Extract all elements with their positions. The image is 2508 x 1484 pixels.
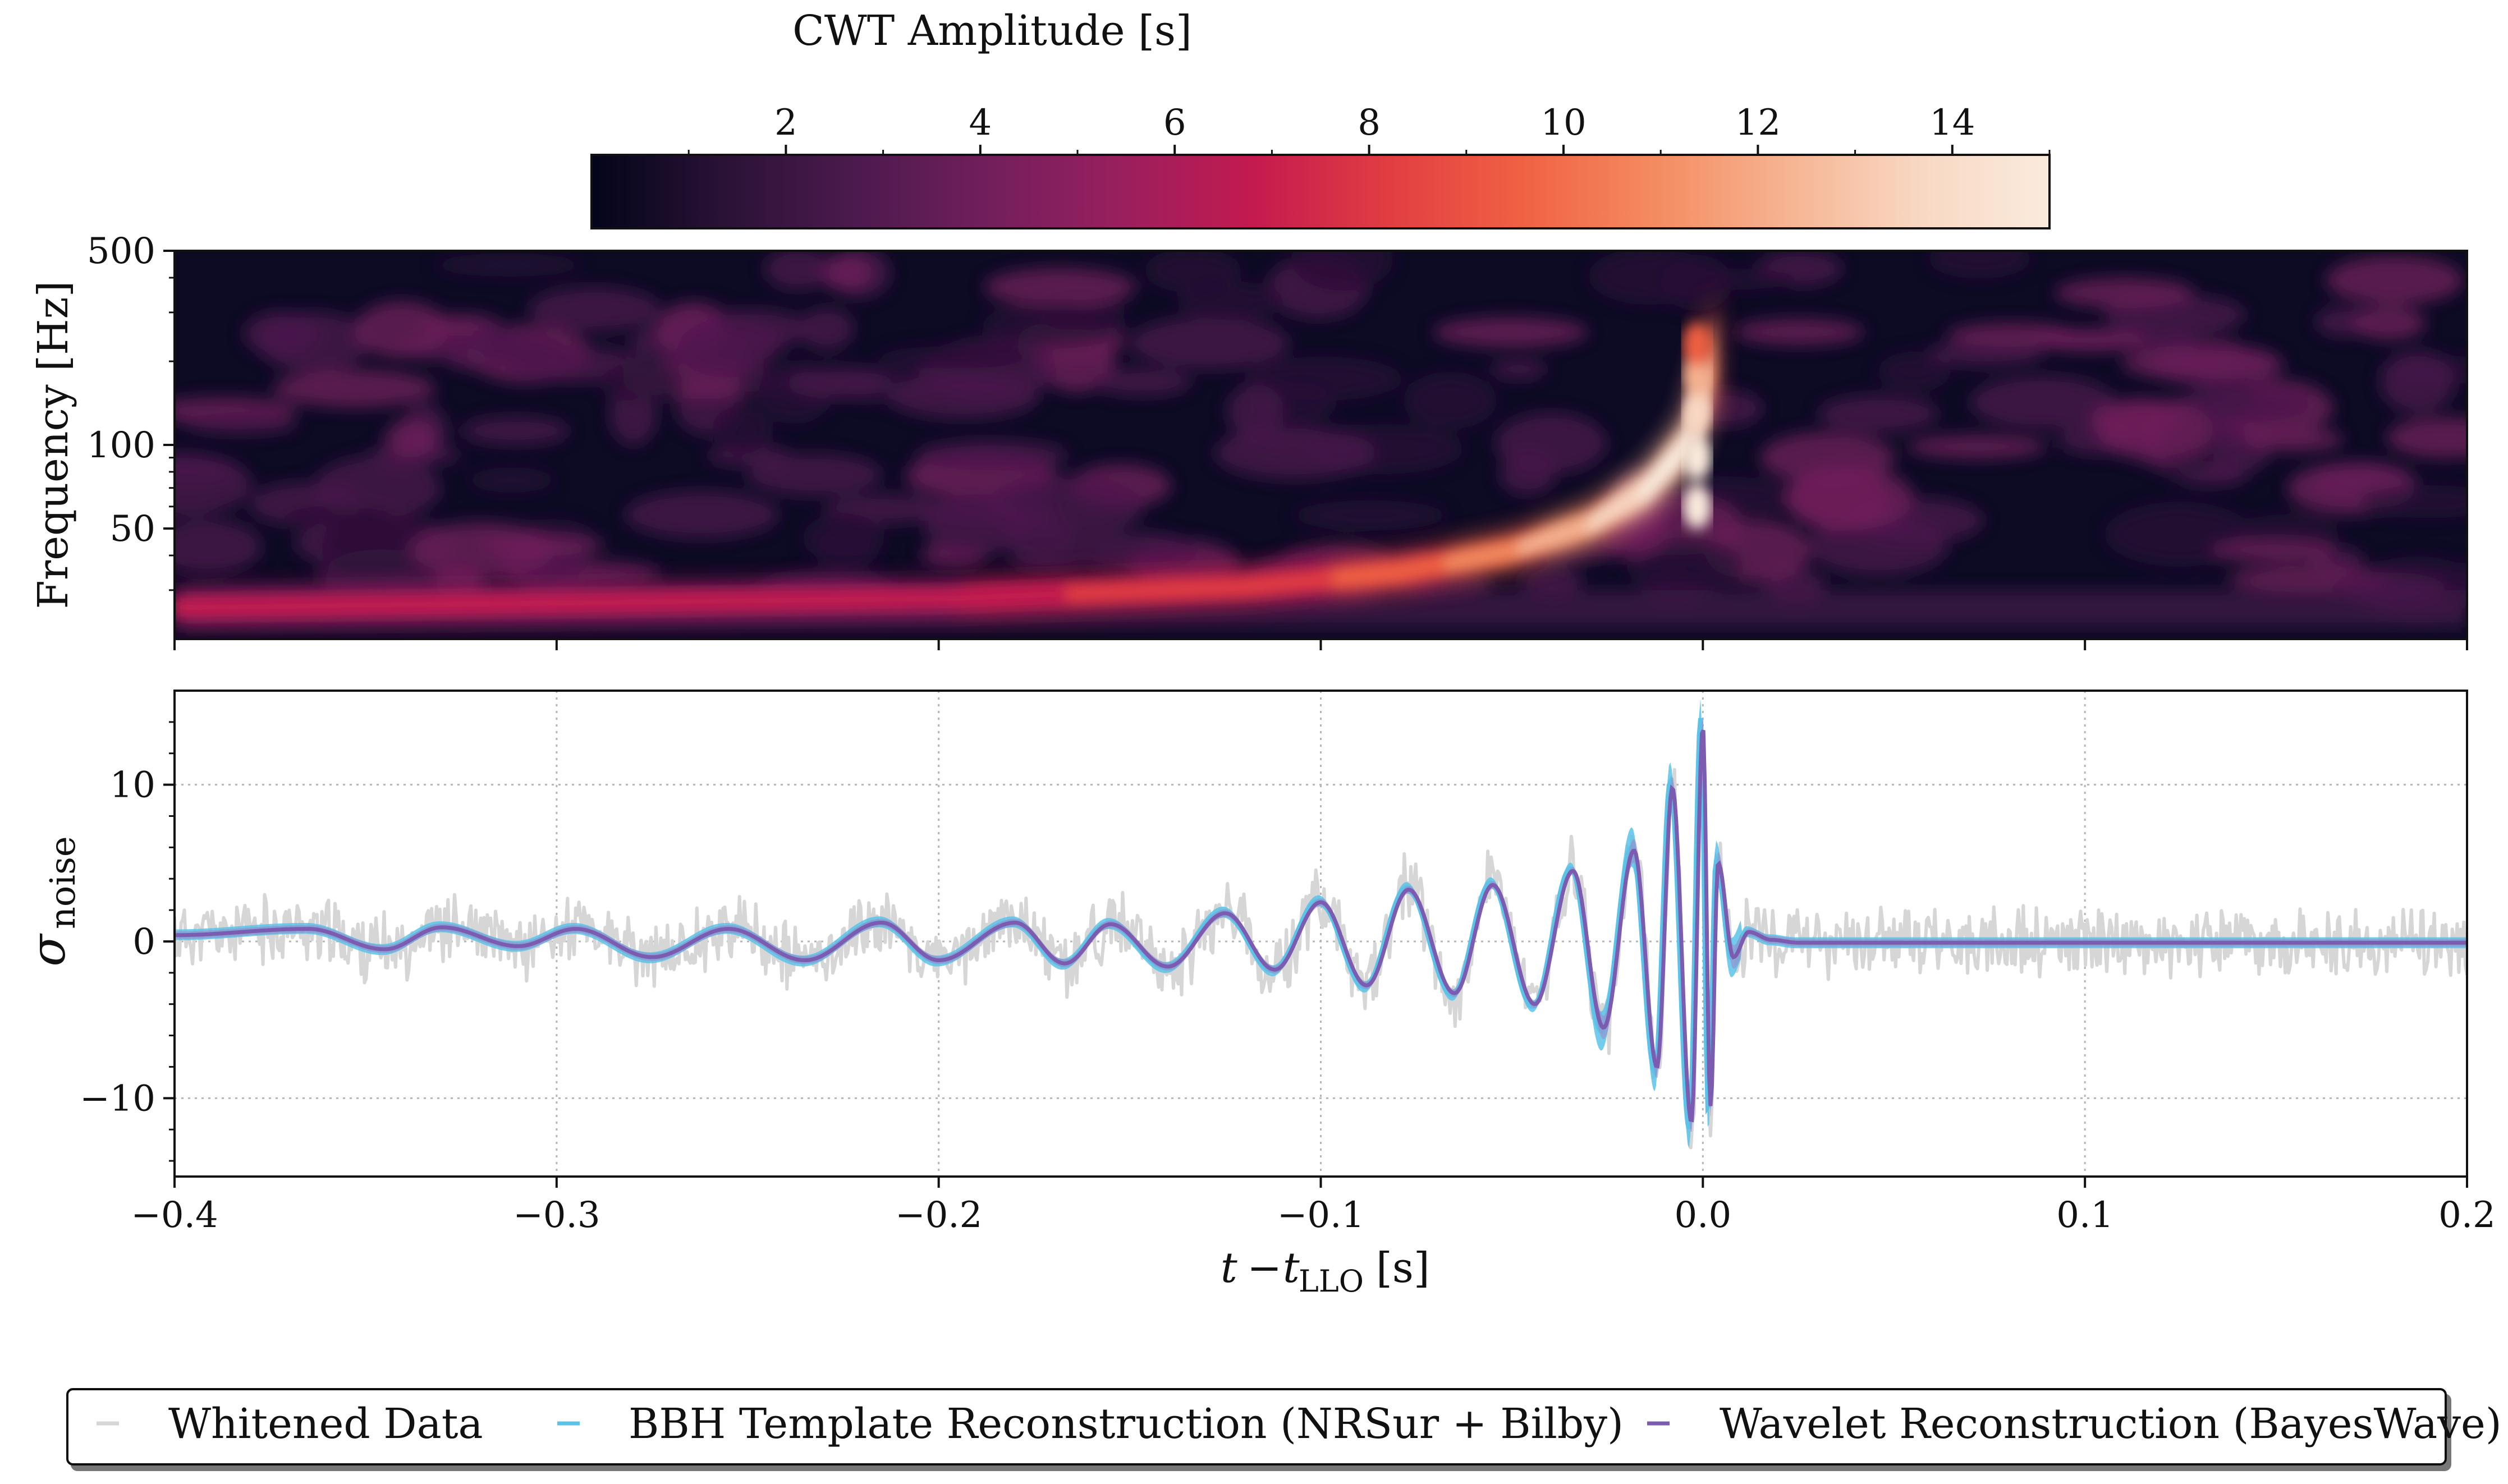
colorbar-tick-label: 8 — [1358, 102, 1381, 144]
legend-item-bbh-template: BBH Template Reconstruction (NRSur + Bil… — [557, 1400, 1624, 1448]
spectrogram-y-ticks: 50 100 500 — [87, 231, 175, 591]
spectrogram-y-tick-label: 100 — [87, 425, 155, 466]
svg-text:[s]: [s] — [1376, 1244, 1430, 1292]
timeseries-y-tick-label: 10 — [110, 765, 155, 806]
svg-text:LLO: LLO — [1299, 1264, 1364, 1299]
timeseries-panel: −10 0 10 −0.4 −0.3 −0.2 −0.1 0.0 0.1 0.2 σ noise… — [21, 690, 2496, 1299]
svg-text:noise: noise — [42, 836, 83, 929]
svg-text:t: t — [1221, 1244, 1237, 1292]
series-bayeswave — [175, 729, 2467, 1123]
colorbar-tick-label: 2 — [774, 102, 797, 144]
legend-item-bayeswave: Wavelet Reconstruction (BayesWave) — [1647, 1400, 2502, 1448]
svg-text:−: − — [1247, 1244, 1282, 1292]
colorbar-tick-label: 10 — [1540, 102, 1586, 144]
colorbar-label: CWT Amplitude [s] — [792, 7, 1192, 55]
timeseries-x-tick-label: −0.3 — [513, 1194, 600, 1236]
timeseries-x-tick-label: 0.2 — [2438, 1194, 2496, 1236]
colorbar-tick-label: 14 — [1929, 102, 1975, 144]
spectrogram-x-ticks — [173, 639, 2468, 650]
legend-label-whitened-data: Whitened Data — [168, 1400, 483, 1448]
colorbar: CWT Amplitude [s] 2 4 6 8 10 12 14 — [590, 7, 2051, 229]
timeseries-x-label: t − t LLO [s] — [1221, 1244, 1430, 1299]
timeseries-x-tick-label: 0.1 — [2056, 1194, 2113, 1236]
timeseries-y-label: σ noise — [21, 836, 83, 966]
timeseries-x-ticks: −0.4 −0.3 −0.2 −0.1 0.0 0.1 0.2 — [131, 1177, 2496, 1236]
svg-text:t: t — [1283, 1244, 1300, 1292]
colorbar-gradient — [590, 154, 2051, 229]
timeseries-y-tick-label: −10 — [80, 1078, 155, 1119]
timeseries-x-tick-label: −0.1 — [1277, 1194, 1364, 1236]
timeseries-y-tick-label: 0 — [132, 921, 155, 963]
series-whitened-data — [175, 732, 2467, 1150]
legend-label-bayeswave: Wavelet Reconstruction (BayesWave) — [1720, 1400, 2502, 1448]
colorbar-tick-label: 4 — [969, 102, 992, 144]
legend-label-bbh-template: BBH Template Reconstruction (NRSur + Bil… — [629, 1400, 1624, 1448]
spectrogram-panel: 50 100 500 Frequency [Hz] — [29, 231, 2468, 650]
colorbar-tick-label: 12 — [1735, 102, 1781, 144]
svg-text:σ: σ — [21, 933, 76, 967]
legend-item-whitened-data: Whitened Data — [97, 1400, 483, 1448]
spectrogram-chirp-track — [175, 292, 1716, 624]
spectrogram-y-tick-label: 500 — [87, 231, 155, 272]
timeseries-x-tick-label: −0.2 — [895, 1194, 982, 1236]
legend-box — [66, 1388, 2447, 1465]
spectrogram-y-tick-label: 50 — [110, 508, 155, 550]
timeseries-x-tick-label: −0.4 — [131, 1194, 218, 1236]
timeseries-y-ticks: −10 0 10 — [80, 721, 175, 1162]
spectrogram-image — [175, 251, 2467, 639]
spectrogram-y-label: Frequency [Hz] — [29, 281, 77, 609]
colorbar-ticks: 2 4 6 8 10 12 14 — [687, 102, 2051, 155]
timeseries-x-tick-label: 0.0 — [1674, 1194, 1731, 1236]
colorbar-tick-label: 6 — [1163, 102, 1186, 144]
legend: Whitened Data BBH Template Reconstructio… — [66, 1388, 2502, 1465]
